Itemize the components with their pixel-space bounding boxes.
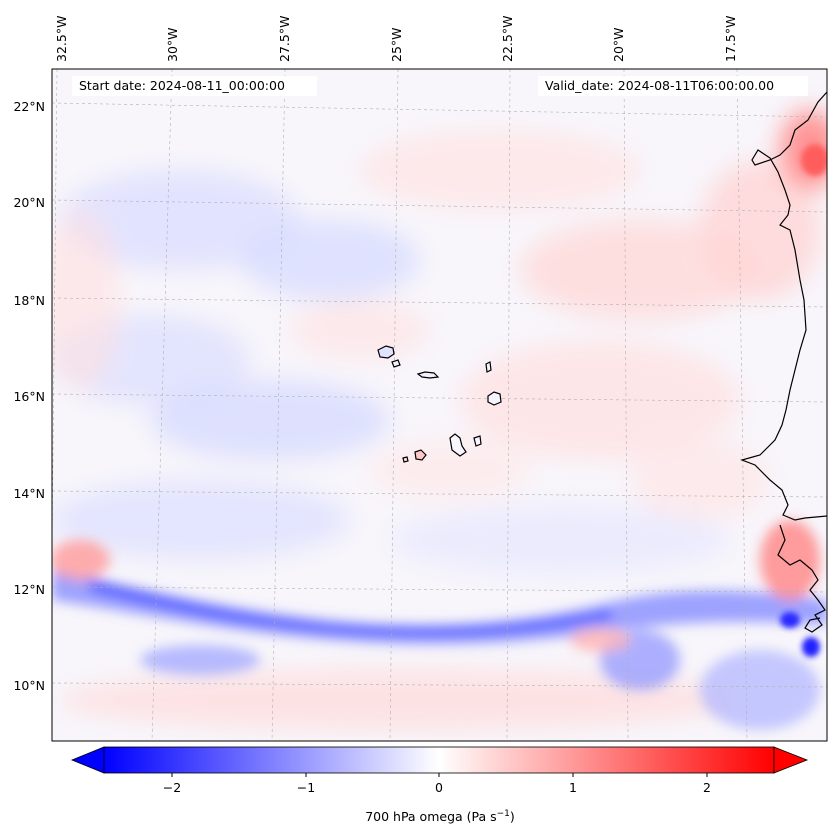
- colorbar-tick-label: 1: [569, 780, 577, 795]
- cape-verde-islands: [377, 345, 502, 463]
- colorbar-label-end: ): [510, 809, 515, 824]
- colorbar-tick-label: −2: [163, 780, 181, 795]
- lat-tick-label: 20°N: [13, 195, 45, 210]
- lon-tick-label: 27.5°W: [277, 16, 292, 62]
- island-fogo: [414, 449, 427, 461]
- lon-tick-label: 32.5°W: [54, 16, 69, 62]
- lon-tick-label: 17.5°W: [723, 16, 738, 62]
- latitude-labels: 22°N 20°N 18°N 16°N 14°N 12°N 10°N: [13, 99, 45, 693]
- island-maio: [473, 435, 482, 447]
- colorbar: −2 −1 0 1 2 700 hPa omega (Pa s−1): [70, 746, 809, 824]
- colorbar-tick-label: 0: [435, 780, 443, 795]
- valid-date-label: Valid_date: 2024-08-11T06:00:00.00: [545, 78, 774, 93]
- lat-tick-label: 10°N: [13, 678, 45, 693]
- colorbar-label-text: 700 hPa omega (Pa s: [365, 809, 496, 824]
- colorbar-min-extend: [70, 746, 105, 774]
- colorbar-body: [103, 746, 775, 774]
- colorbar-label-superscript: −1: [497, 809, 510, 819]
- lat-tick-label: 16°N: [13, 389, 45, 404]
- island-brava: [402, 456, 409, 463]
- longitude-labels: 32.5°W 30°W 27.5°W 25°W 22.5°W 20°W 17.5…: [54, 16, 738, 62]
- colorbar-axis-label: 700 hPa omega (Pa s−1): [365, 809, 515, 824]
- colorbar-tick-label: 2: [703, 780, 711, 795]
- island-sao-nicolau: [416, 371, 440, 379]
- map-panel: Start date: 2024-08-11_00:00:00 Valid_da…: [51, 68, 828, 742]
- omega-field: [52, 110, 827, 730]
- valid-label-box: [538, 76, 808, 96]
- colorbar-tick-label: −1: [297, 780, 315, 795]
- island-sal: [485, 361, 492, 373]
- island-santiago: [449, 433, 467, 457]
- start-label-box: [72, 76, 317, 96]
- africa-coast: [740, 91, 827, 521]
- island-boa-vista: [487, 391, 502, 406]
- guinea-coast: [777, 524, 826, 633]
- lat-tick-label: 18°N: [13, 293, 45, 308]
- colorbar-ticks: [171, 773, 708, 777]
- graticule: [52, 69, 827, 741]
- lat-tick-label: 14°N: [13, 486, 45, 501]
- lon-tick-label: 30°W: [165, 27, 180, 62]
- colorbar-max-extend: [773, 746, 809, 774]
- lat-tick-label: 12°N: [13, 582, 45, 597]
- start-date-label: Start date: 2024-08-11_00:00:00: [79, 78, 285, 93]
- island-sao-vicente: [391, 359, 401, 368]
- lat-tick-label: 22°N: [13, 99, 45, 114]
- lon-tick-label: 25°W: [389, 27, 404, 62]
- lon-tick-label: 22.5°W: [500, 16, 515, 62]
- island-santo-antao: [377, 345, 395, 359]
- coastline: [740, 91, 827, 633]
- lon-tick-label: 20°W: [611, 27, 626, 62]
- map-frame: [51, 68, 828, 742]
